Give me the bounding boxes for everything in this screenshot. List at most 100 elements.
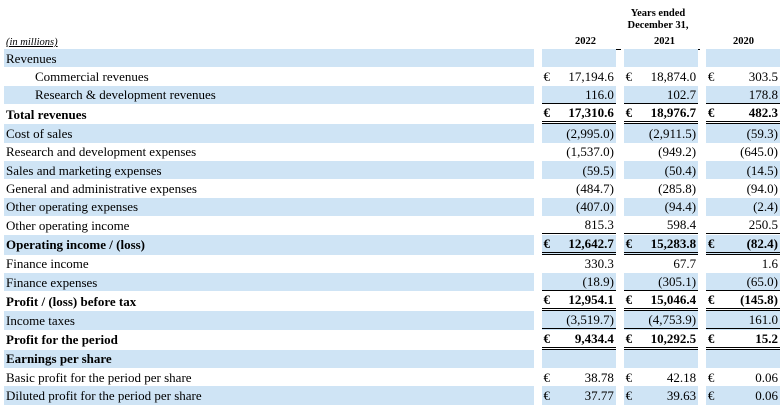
column-gap: [534, 386, 542, 404]
cell-value: 17,310.6: [568, 105, 614, 121]
column-gap: [698, 198, 706, 216]
value-cell: €15,046.4: [623, 291, 699, 312]
currency-symbol: €: [707, 235, 715, 251]
table-row: Income taxes (3,519.7) (4,753.9) 161.0: [4, 311, 780, 330]
row-label: Profit for the period: [6, 332, 118, 348]
value-cell: (94.4): [623, 197, 699, 217]
table-row: Earnings per share: [4, 349, 780, 369]
column-gap: [616, 235, 624, 255]
cell-value: 38.78: [584, 369, 614, 385]
value-cell: 178.8: [705, 85, 780, 105]
column-gap: [698, 330, 706, 350]
cell-value: (484.7): [575, 181, 614, 197]
value-cell: €15.2: [705, 330, 780, 350]
value-cell: (2.4): [705, 197, 780, 217]
value-cell: €0.06: [706, 368, 780, 386]
table-row: Finance expenses (18.9) (305.1) (65.0): [4, 272, 780, 292]
cell-value: (18.9): [582, 274, 614, 290]
cell-value: (50.4): [664, 162, 697, 178]
row-label: Other operating income: [6, 217, 130, 233]
currency-symbol: €: [625, 235, 633, 251]
column-gap: [534, 255, 542, 273]
currency-symbol: €: [543, 369, 551, 385]
value-cell: [623, 349, 699, 369]
value-cell: (305.1): [623, 272, 699, 292]
column-gap: [698, 235, 706, 255]
column-gap: [534, 198, 542, 216]
currency-symbol: €: [625, 388, 633, 404]
column-gap: [698, 350, 706, 368]
cell-value: 15,283.8: [650, 235, 697, 251]
currency-symbol: €: [625, 105, 633, 121]
value-cell: €12,954.1: [541, 291, 616, 312]
value-cell: 102.7: [623, 85, 699, 105]
value-cell: [705, 349, 780, 369]
period-header: Years ended December 31,: [627, 8, 689, 31]
column-gap: [698, 67, 706, 85]
column-gap: [534, 216, 542, 234]
cell-value: (59.5): [582, 162, 614, 178]
value-cell: (14.5): [705, 160, 780, 180]
column-gap: [534, 291, 542, 311]
value-cell: (285.8): [624, 179, 698, 197]
currency-symbol: €: [625, 369, 633, 385]
column-gap: [698, 311, 706, 329]
cell-value: (4,753.9): [648, 312, 697, 328]
cell-value: (645.0): [740, 144, 778, 160]
table-row: Commercial revenues €17,194.6 €18,874.0 €30…: [4, 67, 780, 85]
year-2021-header: 2021: [629, 36, 700, 50]
cell-value: 0.06: [755, 369, 778, 385]
value-cell: €18,874.0: [624, 67, 698, 85]
cell-value: (2.4): [753, 199, 778, 215]
cell-value: 9,434.4: [574, 330, 614, 346]
table-row: Sales and marketing expenses (59.5) (50.4)…: [4, 160, 780, 180]
currency-symbol: €: [707, 69, 715, 85]
table-row: Research & development revenues 116.0 102.…: [4, 85, 780, 105]
table-row: Other operating income 815.3 598.4 250.5: [4, 216, 780, 235]
currency-symbol: €: [543, 105, 551, 121]
cell-value: (94.0): [746, 181, 778, 197]
column-gap: [616, 161, 624, 179]
table-row: Finance income 330.3 67.7 1.6: [4, 255, 780, 273]
value-cell: [541, 49, 616, 68]
column-gap: [616, 124, 624, 142]
value-cell: €38.78: [542, 368, 616, 386]
value-cell: (94.0): [706, 179, 780, 197]
cell-value: 39.63: [666, 388, 697, 404]
value-cell: €42.18: [624, 368, 698, 386]
column-gap: [698, 86, 706, 104]
value-cell: (59.5): [541, 160, 616, 180]
table-row: Basic profit for the period per share €38…: [4, 368, 780, 386]
cell-value: 17,194.6: [568, 69, 614, 85]
column-gap: [616, 49, 624, 67]
column-gap: [698, 216, 706, 234]
column-gap: [534, 86, 542, 104]
cell-value: 178.8: [748, 86, 778, 102]
cell-value: (1,537.0): [566, 144, 614, 160]
column-gap: [534, 124, 542, 142]
value-cell: (50.4): [623, 160, 699, 180]
row-label: Research and development expenses: [6, 144, 197, 160]
value-cell: (59.3): [705, 124, 780, 143]
cell-value: (59.3): [746, 125, 778, 141]
cell-value: (14.5): [746, 162, 778, 178]
column-gap: [534, 273, 542, 291]
value-cell: 116.0: [541, 85, 616, 105]
currency-symbol: €: [707, 388, 715, 404]
column-gap: [534, 311, 542, 329]
currency-symbol: €: [625, 69, 633, 85]
currency-symbol: €: [543, 330, 551, 346]
cell-value: (65.0): [746, 274, 778, 290]
cell-value: (2,995.0): [566, 125, 614, 141]
column-gap: [616, 291, 624, 311]
value-cell: (18.9): [541, 272, 616, 292]
value-cell: €303.5: [706, 67, 780, 85]
column-gap: [534, 49, 542, 67]
column-gap: [698, 291, 706, 311]
cell-value: (3,519.7): [566, 312, 614, 328]
column-gap: [616, 143, 624, 161]
cell-value: (949.2): [658, 144, 697, 160]
value-cell: €15,283.8: [623, 234, 699, 255]
column-gap: [698, 49, 706, 67]
column-gap: [616, 104, 624, 124]
